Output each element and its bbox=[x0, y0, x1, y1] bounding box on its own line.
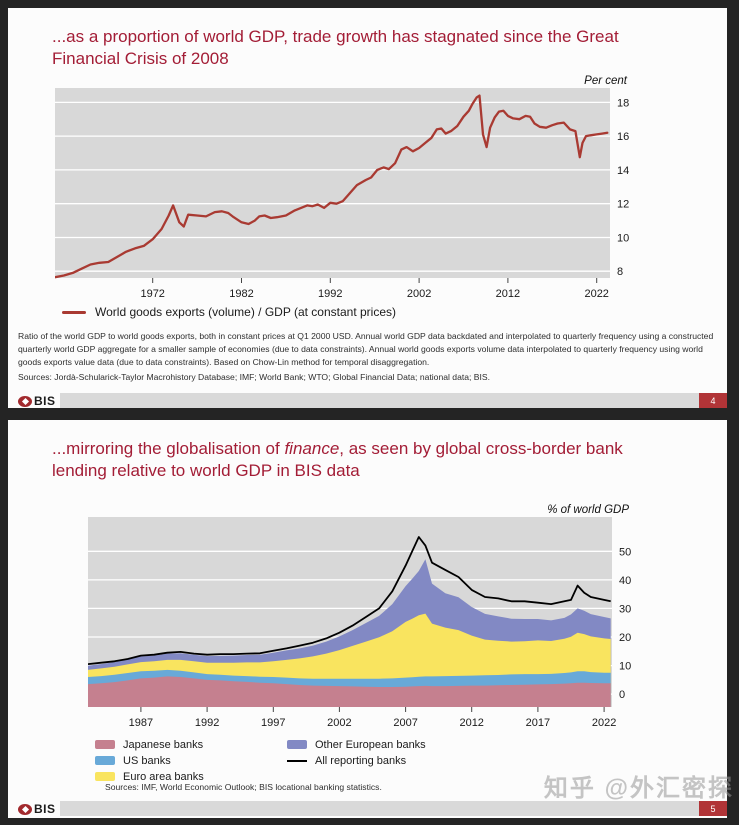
slide1-title: ...as a proportion of world GDP, trade g… bbox=[52, 27, 619, 69]
slide2-title-post: , as seen by global cross-border bank le… bbox=[52, 439, 623, 481]
slide2-page-number: 5 bbox=[699, 801, 727, 816]
svg-text:2002: 2002 bbox=[407, 288, 431, 300]
svg-text:2012: 2012 bbox=[496, 288, 520, 300]
svg-text:2007: 2007 bbox=[393, 717, 417, 729]
bis-logo: BIS bbox=[18, 394, 56, 408]
bis-logo: BIS bbox=[18, 802, 56, 816]
svg-text:1987: 1987 bbox=[129, 717, 153, 729]
svg-text:16: 16 bbox=[617, 131, 629, 143]
euro-area-banks-label: Euro area banks bbox=[123, 770, 204, 783]
svg-text:1992: 1992 bbox=[195, 717, 219, 729]
svg-text:14: 14 bbox=[617, 165, 629, 177]
all-reporting-banks-swatch bbox=[287, 759, 307, 762]
other-european-banks-swatch bbox=[287, 740, 307, 749]
svg-text:2002: 2002 bbox=[327, 717, 351, 729]
legend-item-other-european-banks: Other European banks bbox=[287, 737, 426, 752]
slide1-footnote: Ratio of the world GDP to world goods ex… bbox=[18, 331, 714, 367]
svg-text:40: 40 bbox=[619, 575, 631, 587]
chart2-legend-col2: Other European banks All reporting banks bbox=[287, 737, 426, 769]
legend-line-swatch bbox=[62, 310, 86, 314]
euro-area-banks-swatch bbox=[95, 772, 115, 781]
bis-logo-text: BIS bbox=[34, 394, 56, 408]
slide2-bottom-bar: BIS 5 bbox=[8, 801, 727, 816]
svg-text:18: 18 bbox=[617, 97, 629, 109]
bis-logo-text: BIS bbox=[34, 802, 56, 816]
slide2-title-italic: finance bbox=[284, 439, 340, 458]
legend-item-japanese-banks: Japanese banks bbox=[95, 737, 204, 752]
svg-text:1972: 1972 bbox=[140, 288, 164, 300]
svg-text:2012: 2012 bbox=[459, 717, 483, 729]
slide2-title-pre: ...mirroring the globalisation of bbox=[52, 439, 285, 458]
all-reporting-banks-label: All reporting banks bbox=[315, 754, 407, 767]
bis-logo-icon bbox=[18, 803, 32, 815]
bis-logo-icon bbox=[18, 395, 32, 407]
svg-text:30: 30 bbox=[619, 603, 631, 615]
svg-text:50: 50 bbox=[619, 546, 631, 558]
svg-text:20: 20 bbox=[619, 632, 631, 644]
other-european-banks-label: Other European banks bbox=[315, 738, 426, 751]
us-banks-swatch bbox=[95, 756, 115, 765]
slide-trade-gdp: ...as a proportion of world GDP, trade g… bbox=[8, 8, 727, 408]
slide-bank-lending: ...mirroring the globalisation of financ… bbox=[8, 420, 727, 818]
svg-text:10: 10 bbox=[617, 233, 629, 245]
svg-text:2017: 2017 bbox=[526, 717, 550, 729]
slide1-sources: Sources: Jordà-Schularick-Taylor Macrohi… bbox=[18, 372, 491, 382]
chart2-unit-label: % of world GDP bbox=[547, 504, 629, 516]
svg-text:12: 12 bbox=[617, 199, 629, 211]
trade-gdp-line-chart: 8 10 12 14 16 18 1972 1982 1992 2002 2012 2022 Per … bbox=[55, 75, 629, 300]
svg-text:0: 0 bbox=[619, 689, 625, 701]
japanese-banks-swatch bbox=[95, 740, 115, 749]
slide1-page-number: 4 bbox=[699, 393, 727, 408]
bottom-bar-divider bbox=[60, 801, 699, 816]
us-banks-label: US banks bbox=[123, 754, 171, 767]
slide1-bottom-bar: BIS 4 bbox=[8, 393, 727, 408]
svg-text:2022: 2022 bbox=[592, 717, 616, 729]
watermark: 知乎 @外汇密探 bbox=[543, 775, 734, 802]
legend-item-euro-area-banks: Euro area banks bbox=[95, 769, 204, 784]
chart1-unit-label: Per cent bbox=[584, 75, 628, 87]
legend-item-us-banks: US banks bbox=[95, 753, 204, 768]
bottom-bar-divider bbox=[60, 393, 699, 408]
japanese-banks-label: Japanese banks bbox=[123, 738, 204, 751]
slide2-sources: Sources: IMF, World Economic Outlook; BI… bbox=[105, 782, 382, 792]
svg-text:2022: 2022 bbox=[584, 288, 608, 300]
svg-text:10: 10 bbox=[619, 661, 631, 673]
svg-text:1992: 1992 bbox=[318, 288, 342, 300]
legend-item-all-reporting-banks: All reporting banks bbox=[287, 753, 426, 768]
chart1-legend-label: World goods exports (volume) / GDP (at c… bbox=[95, 305, 397, 319]
slide2-title: ...mirroring the globalisation of financ… bbox=[52, 438, 672, 483]
svg-text:1997: 1997 bbox=[261, 717, 285, 729]
chart2-legend-col1: Japanese banks US banks Euro area banks bbox=[95, 737, 204, 785]
svg-text:8: 8 bbox=[617, 266, 623, 278]
svg-text:1982: 1982 bbox=[229, 288, 253, 300]
chart1-legend: World goods exports (volume) / GDP (at c… bbox=[62, 305, 396, 319]
bank-lending-area-chart: 0 10 20 30 40 50 1987 1992 1997 2002 2007 2012 2017 2… bbox=[88, 504, 631, 729]
